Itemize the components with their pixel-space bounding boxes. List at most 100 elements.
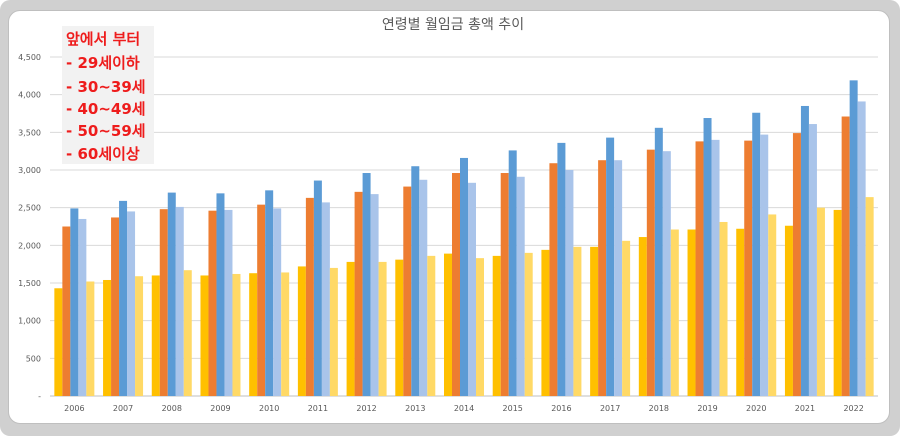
bar [768, 214, 777, 396]
y-tick-label: 4,500 [18, 53, 41, 62]
bar [362, 173, 371, 396]
bar [313, 180, 322, 396]
bar [598, 160, 607, 396]
bar [833, 209, 842, 396]
bar [403, 186, 412, 396]
bar [183, 270, 192, 396]
chart-title: 연령별 월임금 총액 추이 [382, 17, 524, 33]
bar [419, 179, 428, 396]
y-tick-label: 500 [26, 354, 41, 363]
bar [86, 281, 95, 396]
x-tick-label: 2016 [551, 404, 571, 413]
bar [662, 151, 671, 396]
x-tick-label: 2009 [210, 404, 230, 413]
legend-note-item-29-under: - 29세이하 [66, 54, 140, 72]
y-tick-label: 3,000 [18, 166, 41, 175]
legend-note-item-50s: - 50~59세 [66, 122, 146, 140]
bar [232, 273, 241, 396]
bar [321, 202, 330, 396]
bar [70, 208, 79, 396]
x-tick-label: 2020 [746, 404, 766, 413]
bar [395, 259, 404, 396]
x-tick-label: 2008 [162, 404, 182, 413]
bar [224, 209, 233, 396]
bar [565, 170, 574, 396]
x-tick-label: 2015 [503, 404, 523, 413]
bar [703, 118, 712, 397]
bar [103, 279, 112, 396]
x-tick-label: 2010 [259, 404, 279, 413]
bar [370, 194, 379, 396]
bar [175, 206, 184, 396]
bar [516, 176, 525, 396]
bar [524, 252, 533, 396]
bar [500, 173, 509, 396]
y-tick-label: 3,500 [18, 128, 41, 137]
bar [784, 225, 793, 396]
bar [167, 192, 176, 396]
bar [444, 253, 452, 396]
bar [200, 275, 209, 396]
bar [857, 101, 866, 397]
bar [752, 112, 761, 396]
bar [257, 204, 266, 396]
bar [305, 197, 314, 396]
bar [590, 246, 599, 396]
legend-note-heading: 앞에서 부터 [66, 30, 141, 48]
x-tick-label: 2014 [454, 404, 474, 413]
bar [606, 137, 615, 396]
bar [719, 221, 728, 396]
bar [816, 207, 825, 396]
bar [492, 255, 501, 396]
x-tick-label: 2019 [697, 404, 717, 413]
bar [792, 133, 801, 396]
x-tick-label: 2017 [600, 404, 620, 413]
bar [849, 80, 858, 396]
bar [622, 240, 631, 396]
bar [841, 116, 850, 396]
bar [281, 272, 290, 396]
bar [646, 149, 655, 396]
bar [744, 140, 753, 396]
y-tick-label: 1,500 [18, 279, 41, 288]
legend-note-item-30s: - 30~39세 [66, 78, 146, 96]
bar [111, 217, 120, 396]
y-tick-label: - [38, 392, 41, 401]
x-tick-label: 2011 [308, 404, 328, 413]
bar [346, 261, 355, 396]
bar [54, 288, 63, 396]
x-tick-label: 2021 [795, 404, 815, 413]
bar [476, 258, 484, 396]
x-tick-label: 2018 [649, 404, 669, 413]
bar [452, 173, 460, 396]
bar [127, 211, 136, 396]
bar [638, 237, 647, 396]
legend-note-item-40s: - 40~49세 [66, 100, 146, 118]
bar [216, 193, 225, 396]
bar [249, 273, 258, 396]
bar [151, 275, 160, 396]
x-tick-label: 2013 [405, 404, 425, 413]
bar [670, 229, 679, 396]
bar [411, 166, 420, 396]
bar [460, 157, 468, 396]
bar [468, 182, 476, 396]
bar [135, 276, 144, 396]
bar [687, 229, 696, 396]
y-tick-label: 1,000 [18, 317, 41, 326]
bar [654, 127, 663, 397]
bar [711, 139, 720, 396]
bar [273, 208, 282, 396]
y-tick-label: 4,000 [18, 91, 41, 100]
bar [614, 160, 623, 396]
bar [265, 190, 274, 396]
bar [354, 191, 363, 396]
legend-note-item-60-over: - 60세이상 [66, 145, 140, 163]
bar [378, 261, 387, 396]
bar [541, 249, 550, 396]
x-tick-label: 2012 [356, 404, 376, 413]
bar [557, 142, 566, 396]
legend-note-box [62, 26, 154, 164]
x-tick-label: 2022 [843, 404, 863, 413]
x-tick-label: 2006 [64, 404, 84, 413]
